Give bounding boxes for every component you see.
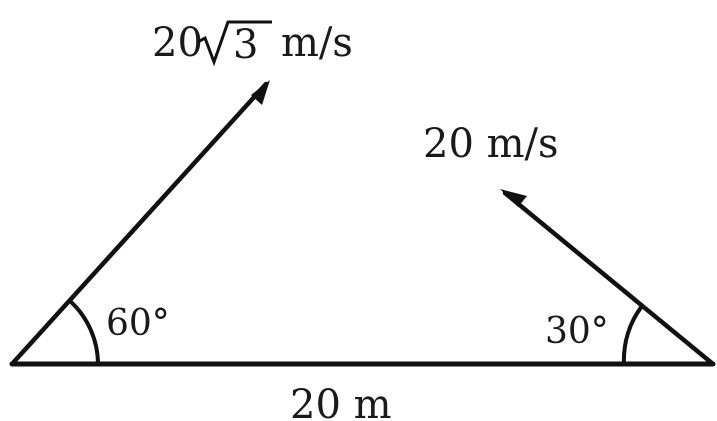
svg-text:3: 3 xyxy=(233,22,258,68)
right-arrowhead xyxy=(500,189,527,207)
base-distance-label: 20 m xyxy=(290,382,392,421)
sqrt-icon xyxy=(197,20,272,67)
right-angle-label: 30° xyxy=(545,311,609,352)
svg-text:m/s: m/s xyxy=(281,20,353,66)
left-velocity-label: 20 3 m/s xyxy=(152,20,353,68)
right-velocity-label: 20 m/s xyxy=(423,121,559,167)
left-angle-label: 60° xyxy=(106,303,170,344)
svg-text:20: 20 xyxy=(152,20,203,66)
left-velocity-unit: m/s xyxy=(281,20,353,66)
right-velocity-arrow xyxy=(502,190,716,367)
left-arrowhead xyxy=(251,80,270,105)
left-velocity-prefix: 20 xyxy=(152,20,203,66)
right-angle-arc xyxy=(621,304,644,366)
left-velocity-arrow xyxy=(9,81,269,367)
left-velocity-radicand: 3 xyxy=(233,22,258,68)
left-angle-arc xyxy=(68,299,100,366)
